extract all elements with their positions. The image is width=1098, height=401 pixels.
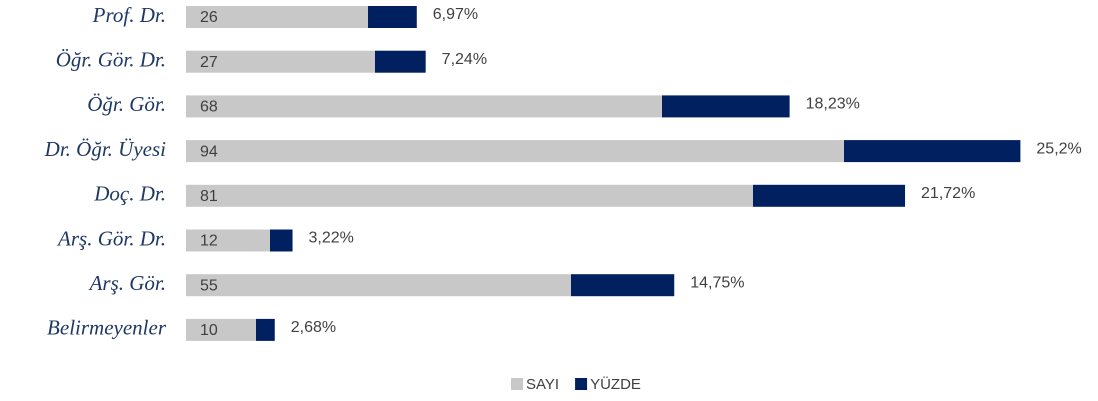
bar-segment — [186, 140, 844, 163]
legend-swatch — [575, 378, 588, 390]
data-label: 14,75% — [690, 274, 744, 291]
category-label: Öğr. Gör. — [87, 92, 166, 116]
bar-segment — [186, 229, 270, 252]
category-label: Doç. Dr. — [93, 182, 166, 206]
bar-segment — [186, 184, 753, 207]
category-label: Dr. Öğr. Üyesi — [44, 137, 167, 161]
data-label: 2,68% — [291, 319, 336, 336]
data-label: 81 — [200, 188, 218, 205]
bar-segment — [753, 184, 906, 207]
data-label: 55 — [200, 277, 218, 294]
legend-label: SAYI — [526, 376, 559, 393]
bar-segment — [844, 140, 1021, 163]
data-label: 25,2% — [1036, 140, 1081, 157]
category-label: Arş. Gör. Dr. — [56, 226, 166, 250]
data-label: 21,72% — [921, 185, 975, 202]
bar-segment — [186, 318, 256, 341]
data-label: 3,22% — [309, 230, 354, 247]
data-label: 10 — [200, 322, 218, 339]
data-label: 18,23% — [806, 96, 860, 113]
category-label: Öğr. Gör. Dr. — [56, 48, 166, 72]
category-label: Belirmeyenler — [47, 316, 167, 340]
bar-segment — [256, 318, 275, 341]
data-label: 7,24% — [442, 51, 487, 68]
bar-segment — [270, 229, 293, 252]
bar-segment — [662, 95, 790, 118]
data-label: 6,97% — [433, 6, 478, 23]
bar-segment — [368, 6, 417, 28]
category-label: Prof. Dr. — [92, 3, 166, 27]
data-label: 94 — [200, 143, 218, 160]
data-label: 12 — [200, 233, 218, 250]
bar-segment — [186, 50, 375, 73]
category-label: Arş. Gör. — [88, 271, 166, 295]
bar-segment — [186, 274, 571, 297]
bar-segment — [186, 95, 662, 118]
bar-segment — [571, 274, 675, 297]
legend-label: YÜZDE — [590, 375, 641, 393]
data-label: 27 — [200, 54, 218, 71]
data-label: 26 — [200, 9, 218, 26]
data-label: 68 — [200, 99, 218, 116]
legend-swatch — [511, 378, 523, 390]
bar-segment — [375, 50, 426, 73]
bar-segment — [186, 6, 368, 28]
